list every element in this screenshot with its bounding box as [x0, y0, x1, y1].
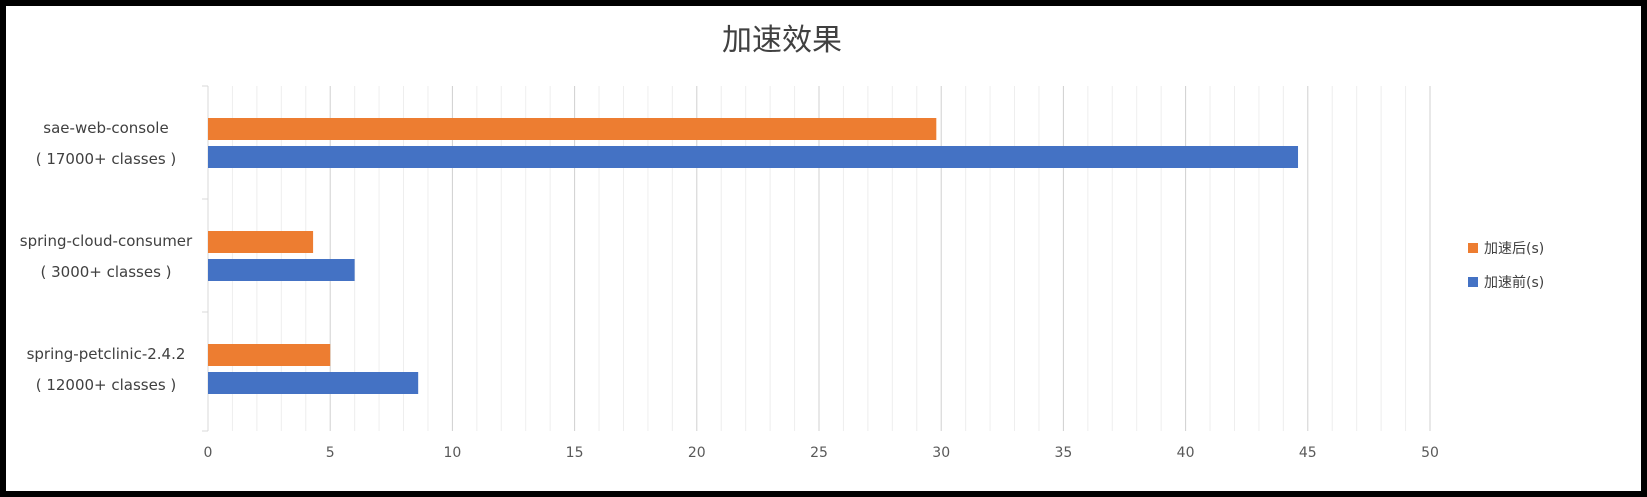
- category-sublabel: ( 17000+ classes ): [36, 150, 177, 168]
- bar-after-1: [208, 231, 314, 253]
- x-tick-label: 10: [443, 445, 461, 461]
- bar-before-0: [208, 146, 1299, 168]
- bar-before-2: [208, 372, 419, 394]
- category-sublabel: ( 12000+ classes ): [36, 376, 177, 394]
- category-labels: sae-web-console ( 17000+ classes ) spring-…: [20, 119, 193, 394]
- bar-after-2: [208, 344, 331, 366]
- bar-chart: 加速效果 sae-web-console ( 17000+ classes ) sp…: [20, 23, 1544, 461]
- legend-label: 加速后(s): [1484, 241, 1544, 257]
- category-label: spring-petclinic-2.4.2: [27, 345, 186, 363]
- bar-after-0: [208, 118, 937, 140]
- x-tick-label: 5: [326, 445, 335, 461]
- category-label: sae-web-console: [43, 119, 168, 137]
- x-tick-label: 15: [566, 445, 584, 461]
- category-sublabel: ( 3000+ classes ): [40, 263, 171, 281]
- x-tick-label: 25: [810, 445, 828, 461]
- category-label: spring-cloud-consumer: [20, 232, 193, 250]
- x-tick-label: 35: [1054, 445, 1072, 461]
- legend: 加速后(s) 加速前(s): [1468, 241, 1544, 291]
- chart-title: 加速效果: [722, 23, 842, 58]
- legend-swatch: [1468, 277, 1478, 287]
- x-tick-label: 30: [932, 445, 950, 461]
- x-tick-labels: 0 5 10 15 20 25 30 35 40 45 50: [204, 445, 1439, 461]
- x-tick-label: 20: [688, 445, 706, 461]
- chart-frame: 加速效果 sae-web-console ( 17000+ classes ) sp…: [6, 6, 1641, 491]
- x-tick-label: 40: [1177, 445, 1195, 461]
- legend-swatch: [1468, 243, 1478, 253]
- x-tick-label: 0: [204, 445, 213, 461]
- gridlines: [202, 85, 1431, 432]
- x-tick-label: 45: [1299, 445, 1317, 461]
- legend-label: 加速前(s): [1484, 274, 1544, 291]
- x-tick-label: 50: [1421, 445, 1439, 461]
- bars: [208, 118, 1299, 394]
- bar-before-1: [208, 259, 355, 281]
